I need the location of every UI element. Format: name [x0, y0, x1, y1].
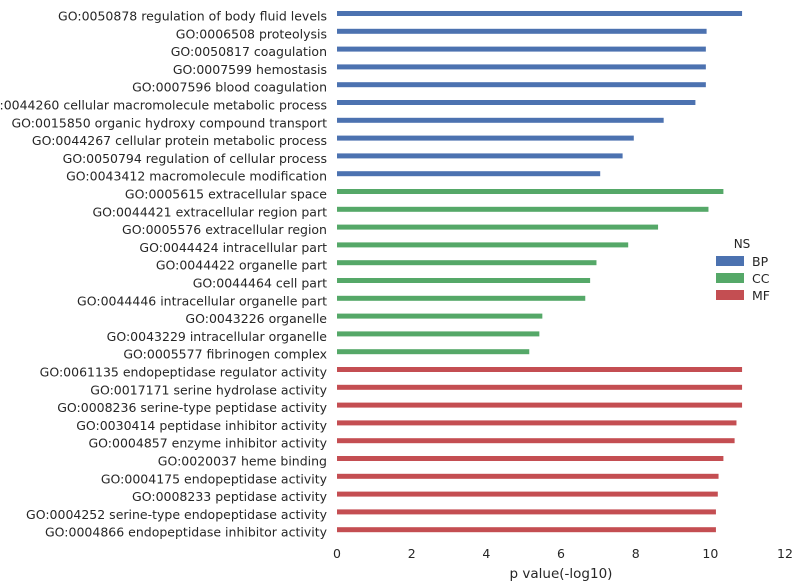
- bar: [337, 153, 623, 159]
- bar: [337, 278, 591, 283]
- bar: [337, 100, 696, 105]
- legend-label: MF: [752, 288, 770, 303]
- category-label: GO:0050878 regulation of body fluid leve…: [58, 9, 327, 24]
- bar: [337, 171, 601, 177]
- bars: [337, 11, 743, 533]
- bar: [337, 438, 735, 444]
- category-label: GO:0044421 extracellular region part: [92, 204, 327, 219]
- legend-label: BP: [752, 254, 769, 269]
- bar: [337, 456, 724, 461]
- category-label: GO:0043229 intracellular organelle: [107, 329, 328, 344]
- category-label: GO:0015850 organic hydroxy compound tran…: [11, 115, 327, 130]
- bar: [337, 64, 706, 70]
- bar: [337, 295, 586, 301]
- category-label: GO:0050817 coagulation: [171, 44, 327, 59]
- category-label: GO:0004866 endopeptidase inhibitor activ…: [45, 525, 328, 540]
- category-label: GO:0044267 cellular protein metabolic pr…: [32, 133, 327, 148]
- legend: NS BP CC MF: [716, 237, 770, 303]
- bar: [337, 331, 540, 337]
- bar: [337, 473, 719, 479]
- bar: [337, 82, 706, 88]
- category-label: GO:0017171 serine hydrolase activity: [90, 382, 327, 397]
- bar: [337, 135, 634, 141]
- bar: [337, 384, 743, 390]
- x-tick-label: 4: [482, 546, 490, 561]
- legend-swatch: [716, 290, 744, 300]
- bar: [337, 28, 707, 34]
- category-label: GO:0043226 organelle: [185, 311, 327, 326]
- category-label: GO:0008236 serine-type peptidase activit…: [57, 400, 327, 415]
- category-label: GO:0044260 cellular macromolecule metabo…: [0, 98, 327, 113]
- category-label: GO:0007599 hemostasis: [173, 62, 327, 77]
- bar: [337, 224, 659, 230]
- category-label: GO:0043412 macromolecule modification: [66, 169, 327, 184]
- category-label: GO:0005577 fibrinogen complex: [123, 347, 327, 362]
- category-label: GO:0044424 intracellular part: [139, 240, 327, 255]
- category-label: GO:0044464 cell part: [193, 276, 327, 291]
- bar: [337, 527, 716, 533]
- category-label: GO:0008233 peptidase activity: [132, 489, 328, 504]
- legend-title: NS: [734, 237, 751, 251]
- bar: [337, 11, 743, 16]
- category-label: GO:0050794 regulation of cellular proces…: [63, 151, 327, 166]
- category-label: GO:0030414 peptidase inhibitor activity: [76, 418, 327, 433]
- category-label: GO:0004175 endopeptidase activity: [101, 471, 328, 486]
- bar: [337, 420, 737, 426]
- legend-label: CC: [752, 271, 770, 286]
- category-label: GO:0006508 proteolysis: [176, 26, 327, 41]
- legend-swatch: [716, 273, 744, 283]
- x-tick-label: 0: [333, 546, 341, 561]
- category-label: GO:0007596 blood coagulation: [132, 80, 327, 95]
- category-label: GO:0005576 extracellular region: [122, 222, 327, 237]
- category-label: GO:0005615 extracellular space: [125, 187, 327, 202]
- category-labels: GO:0050878 regulation of body fluid leve…: [0, 9, 328, 540]
- x-tick-label: 10: [702, 546, 718, 561]
- category-label: GO:0044422 organelle part: [156, 258, 327, 273]
- x-tick-label: 2: [408, 546, 416, 561]
- bar: [337, 491, 718, 497]
- bar: [337, 313, 543, 319]
- bar: [337, 349, 530, 355]
- category-label: GO:0044446 intracellular organelle part: [77, 293, 327, 308]
- x-tick-label: 12: [777, 546, 793, 561]
- bar: [337, 206, 709, 212]
- bar: [337, 509, 716, 515]
- category-label: GO:0020037 heme binding: [158, 454, 327, 469]
- x-tick-label: 6: [557, 546, 565, 561]
- bar: [337, 46, 706, 52]
- legend-swatch: [716, 256, 744, 266]
- category-label: GO:0061135 endopeptidase regulator activ…: [40, 365, 328, 380]
- bar: [337, 117, 664, 123]
- bar: [337, 260, 597, 266]
- bar: [337, 402, 743, 408]
- category-label: GO:0004252 serine-type endopeptidase act…: [26, 507, 328, 522]
- x-tick-label: 8: [632, 546, 640, 561]
- bar: [337, 367, 743, 372]
- category-label: GO:0004857 enzyme inhibitor activity: [88, 436, 327, 451]
- x-axis-ticks: 0 2 4 6 8 10 12: [333, 546, 793, 561]
- x-axis-label: p value(-log10): [510, 566, 613, 582]
- bar: [337, 189, 724, 194]
- bar: [337, 242, 629, 248]
